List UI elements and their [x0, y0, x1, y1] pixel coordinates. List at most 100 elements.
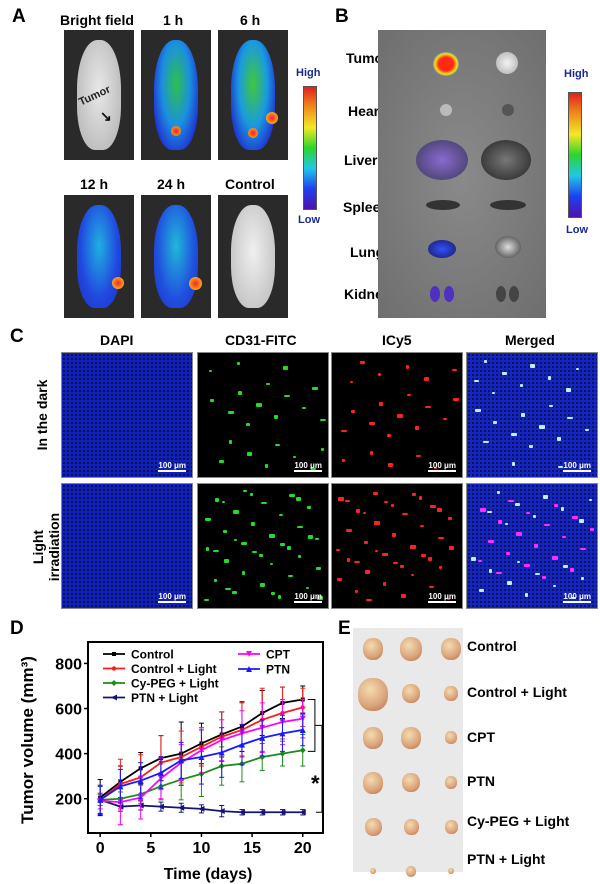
data-point	[157, 803, 164, 810]
significance-bracket	[307, 699, 316, 752]
x-tick-label: 5	[146, 840, 155, 857]
column-dapi: DAPI	[100, 332, 134, 348]
tumor-sample	[448, 867, 454, 875]
data-point	[259, 809, 266, 816]
panel-c-label: C	[10, 326, 24, 347]
column-merged: Merged	[505, 332, 555, 348]
tumor-sample	[445, 775, 457, 789]
panel-e-label: E	[338, 618, 351, 639]
data-point	[178, 804, 185, 811]
group-label: CPT	[467, 729, 495, 745]
colorbar-b-high: High	[564, 68, 589, 80]
colorbar-a-low: Low	[298, 214, 320, 226]
panel-a-label: A	[12, 6, 26, 27]
significance-bracket	[314, 724, 323, 813]
mouse-image-24h	[141, 195, 211, 318]
group-label: Control + Light	[467, 684, 567, 700]
legend-entry: PTN	[266, 663, 290, 677]
micrograph-merged-dark: 100 μm	[466, 352, 598, 478]
mouse-image-12h	[64, 195, 134, 318]
tumor-sample	[441, 638, 461, 660]
colorbar-b	[568, 92, 582, 218]
data-point	[157, 769, 164, 776]
group-label: PTN	[467, 773, 495, 789]
data-point	[238, 809, 245, 816]
tumor-sample	[401, 727, 421, 749]
legend-marker	[111, 680, 117, 686]
data-point	[178, 757, 185, 764]
significance-annotation: *	[311, 771, 320, 796]
tumor-sample	[406, 865, 416, 877]
legend-entry: Control	[131, 648, 174, 662]
data-point	[279, 730, 286, 737]
scale-bar: 100 μm	[428, 592, 456, 603]
x-tick-label: 0	[96, 840, 105, 857]
panel-b-label: B	[335, 6, 349, 27]
legend-marker	[111, 666, 117, 671]
tumor-sample	[402, 772, 420, 793]
mouse-image-1h	[141, 30, 211, 160]
data-point	[117, 783, 124, 790]
tumor-sample	[400, 637, 422, 662]
data-point	[218, 749, 225, 756]
organ-label-lung: Lung	[350, 244, 385, 260]
micrograph-cd31-fitc-dark: 100 μm	[197, 352, 329, 478]
legend-marker	[111, 694, 117, 701]
data-point	[279, 809, 286, 816]
organ-label-tumor: Tumor	[346, 50, 389, 66]
micrograph-icy5-dark: 100 μm	[331, 352, 463, 478]
legend-entry: Control + Light	[131, 662, 217, 676]
arrow-icon: ↘	[100, 108, 112, 124]
x-tick-label: 10	[193, 840, 211, 857]
y-tick-label: 400	[55, 747, 82, 764]
panel-d-label: D	[10, 618, 24, 639]
column-cd31-fitc: CD31-FITC	[225, 332, 297, 348]
mouse-image-control	[218, 195, 288, 318]
group-label: Cy-PEG + Light	[467, 813, 570, 829]
tumor-sample	[444, 685, 458, 701]
title-6h: 6 h	[240, 12, 261, 28]
data-point	[97, 796, 104, 803]
legend-marker	[112, 652, 116, 656]
scale-bar: 100 μm	[158, 592, 186, 603]
colorbar-a	[303, 86, 317, 210]
scale-bar: 100 μm	[563, 592, 591, 603]
title-24h: 24 h	[157, 176, 186, 192]
title-control: Control	[225, 176, 275, 192]
micrograph-dapi-dark: 100 μm	[61, 352, 193, 478]
data-point	[259, 734, 266, 741]
tumor-sample	[370, 867, 376, 875]
title-1h: 1 h	[163, 12, 184, 28]
data-point	[279, 750, 286, 757]
tumor-sample	[358, 677, 388, 711]
legend-marker	[246, 666, 252, 672]
x-axis-label: Time (days)	[163, 866, 253, 883]
column-icy5: ICy5	[382, 332, 412, 348]
organ-image	[378, 30, 546, 318]
x-tick-label: 20	[294, 840, 312, 857]
group-label: Control	[467, 638, 517, 654]
scale-bar: 100 μm	[428, 461, 456, 472]
tumor-sample	[364, 817, 382, 837]
tumor-sample	[363, 771, 383, 794]
organ-label-liver: Liver	[344, 152, 378, 168]
data-point	[198, 754, 205, 761]
data-point	[299, 809, 306, 816]
data-point	[299, 726, 306, 733]
organ-label-spleen: Spleen	[343, 199, 389, 215]
colorbar-b-low: Low	[566, 224, 588, 236]
tumor-photo	[353, 628, 463, 877]
micrograph-merged-light: 100 μm	[466, 483, 598, 609]
legend-marker	[246, 651, 252, 657]
scale-bar: 100 μm	[563, 461, 591, 472]
y-tick-label: 200	[55, 792, 82, 809]
micrograph-dapi-light: 100 μm	[61, 483, 193, 609]
y-tick-label: 600	[55, 702, 82, 719]
data-point	[218, 808, 225, 815]
legend-entry: CPT	[266, 648, 291, 662]
mouse-image-bright-field: Tumor ↘	[64, 30, 134, 160]
data-point	[299, 747, 306, 754]
tumor-sample	[402, 683, 420, 704]
tumor-sample	[363, 638, 383, 660]
